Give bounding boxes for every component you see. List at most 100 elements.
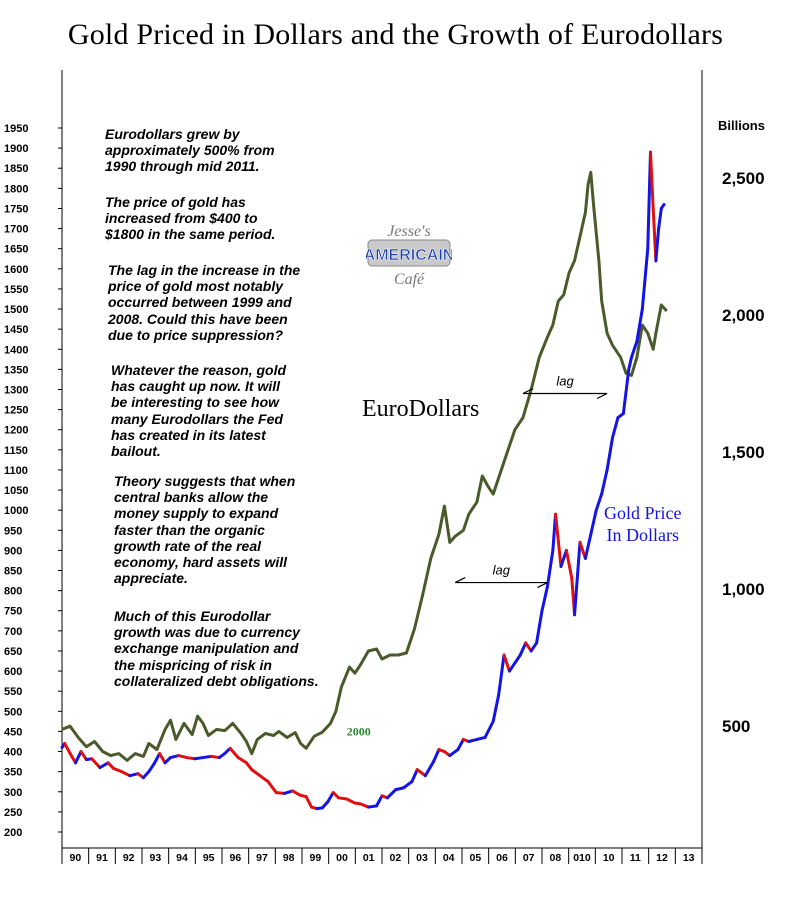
eurodollars-line bbox=[61, 170, 668, 762]
left-tick-label: 1500 bbox=[4, 304, 28, 316]
gold-price-segment bbox=[432, 748, 441, 764]
gold-price-segment bbox=[74, 750, 83, 765]
left-tick-label: 1050 bbox=[4, 485, 28, 497]
left-tick-label: 1100 bbox=[4, 465, 28, 477]
lag-annotation: lag bbox=[454, 563, 548, 589]
x-tick-label: 00 bbox=[336, 852, 348, 864]
lag-arrow-head-left bbox=[454, 577, 466, 584]
chart-title: Gold Priced in Dollars and the Growth of… bbox=[67, 18, 724, 51]
gold-price-segment bbox=[545, 548, 555, 589]
americain-cafe-logo: Jesse's AMERICAIN Café bbox=[366, 223, 452, 288]
x-tick-label: 12 bbox=[656, 852, 668, 864]
x-tick-label: 03 bbox=[416, 852, 428, 864]
x-tick-label: 95 bbox=[203, 852, 215, 864]
left-tick-label: 750 bbox=[4, 606, 22, 618]
x-axis-ticks: 90 91 92 93 94 95 96 97 98 99 00 01 02 03 04 05 06 07 08 01… bbox=[61, 848, 703, 864]
gold-price-segment bbox=[648, 150, 655, 210]
left-tick-label: 1400 bbox=[4, 344, 28, 356]
note-eurodollars-growth: Eurodollars grew by approximately 500% f… bbox=[105, 126, 275, 175]
gold-price-segment bbox=[540, 585, 549, 613]
left-tick-label: 650 bbox=[4, 646, 22, 658]
lag-arrow-head-right bbox=[596, 392, 608, 400]
left-tick-label: 1450 bbox=[4, 324, 28, 336]
gold-price-segment bbox=[635, 307, 644, 343]
lag-label: lag bbox=[493, 563, 511, 578]
gold-price-segment bbox=[147, 762, 156, 774]
left-tick-label: 400 bbox=[4, 747, 22, 759]
left-tick-label: 1150 bbox=[4, 445, 28, 457]
gold-price-segment bbox=[483, 719, 495, 739]
left-tick-label: 1550 bbox=[4, 284, 28, 296]
gold-price-segment bbox=[258, 774, 270, 784]
gold-price-segment bbox=[491, 693, 501, 723]
gold-price-segment bbox=[375, 794, 384, 808]
logo-line3: Café bbox=[394, 271, 425, 288]
gold-price-segment bbox=[497, 653, 506, 697]
gold-price-segment bbox=[629, 339, 639, 359]
left-tick-label: 1650 bbox=[4, 244, 28, 256]
left-tick-label: 1250 bbox=[4, 405, 28, 417]
gold-price-segment bbox=[456, 737, 465, 752]
lag-arrow-head-left bbox=[522, 387, 534, 395]
gold-price-segment bbox=[158, 752, 167, 765]
logo-line2: AMERICAIN bbox=[366, 247, 452, 264]
eurodollars-series-label: EuroDollars bbox=[362, 396, 480, 422]
left-tick-label: 450 bbox=[4, 726, 22, 738]
right-tick-label: 2,000 bbox=[722, 306, 765, 325]
left-tick-label: 900 bbox=[4, 545, 22, 557]
gold-price-segment bbox=[657, 206, 663, 231]
gold-price-segment bbox=[507, 661, 517, 673]
x-tick-label: 01 bbox=[363, 852, 375, 864]
left-tick-label: 1850 bbox=[4, 163, 28, 175]
gold-price-segment bbox=[583, 532, 593, 560]
gold-price-segment bbox=[659, 202, 666, 210]
left-tick-label: 700 bbox=[4, 626, 22, 638]
year-2000-label: 2000 bbox=[347, 724, 371, 738]
x-tick-label: 02 bbox=[389, 852, 401, 864]
gold-price-segment bbox=[98, 761, 110, 770]
gold-price-segment bbox=[605, 436, 615, 472]
gold-price-segment bbox=[410, 768, 419, 784]
note-caught-up: Whatever the reason, gold has caught up … bbox=[111, 362, 287, 460]
lag-label: lag bbox=[556, 374, 574, 389]
right-tick-label: 1,000 bbox=[722, 580, 765, 599]
left-tick-label: 1950 bbox=[4, 123, 28, 135]
left-tick-label: 850 bbox=[4, 566, 22, 578]
left-tick-label: 250 bbox=[4, 807, 22, 819]
gold-price-segment bbox=[621, 367, 631, 416]
note-theory: Theory suggests that when central banks … bbox=[114, 473, 296, 587]
x-tick-label: 04 bbox=[443, 852, 455, 864]
left-tick-label: 600 bbox=[4, 666, 22, 678]
gold-price-segment bbox=[291, 789, 303, 797]
gold-price-segment bbox=[535, 609, 544, 645]
gold-price-segment bbox=[79, 750, 88, 762]
left-tick-label: 1600 bbox=[4, 264, 28, 276]
x-tick-label: 010 bbox=[573, 852, 591, 864]
gold-price-segment bbox=[448, 748, 460, 758]
gold-price-segment bbox=[611, 416, 620, 440]
gold-price-segment bbox=[228, 746, 240, 760]
x-tick-label: 97 bbox=[256, 852, 268, 864]
gold-price-segment bbox=[385, 788, 398, 800]
x-tick-label: 90 bbox=[69, 852, 81, 864]
left-tick-label: 950 bbox=[4, 525, 22, 537]
gold-price-segment bbox=[250, 768, 262, 778]
x-tick-label: 07 bbox=[523, 852, 535, 864]
lag-arrows: lag lag bbox=[454, 374, 608, 589]
note-gold-increase: The price of gold has increased from $40… bbox=[105, 194, 276, 243]
left-tick-label: 1200 bbox=[4, 425, 28, 437]
right-axis-unit: Billions bbox=[718, 118, 765, 133]
gold-price-segment bbox=[402, 780, 414, 790]
left-tick-label: 1800 bbox=[4, 183, 28, 195]
x-tick-label: 08 bbox=[549, 852, 561, 864]
gold-price-segment bbox=[518, 641, 528, 657]
left-tick-label: 350 bbox=[4, 767, 22, 779]
gold-price-segment bbox=[564, 548, 574, 581]
x-tick-label: 91 bbox=[96, 852, 108, 864]
gold-price-segment bbox=[573, 540, 582, 617]
gold-price-segment bbox=[529, 641, 539, 653]
left-axis-ticks: 200 250 300 350 400 450 500 550 600 650 700 750 800 8… bbox=[4, 123, 62, 839]
gold-price-segment bbox=[654, 227, 661, 263]
gold-price-segment bbox=[627, 355, 633, 371]
